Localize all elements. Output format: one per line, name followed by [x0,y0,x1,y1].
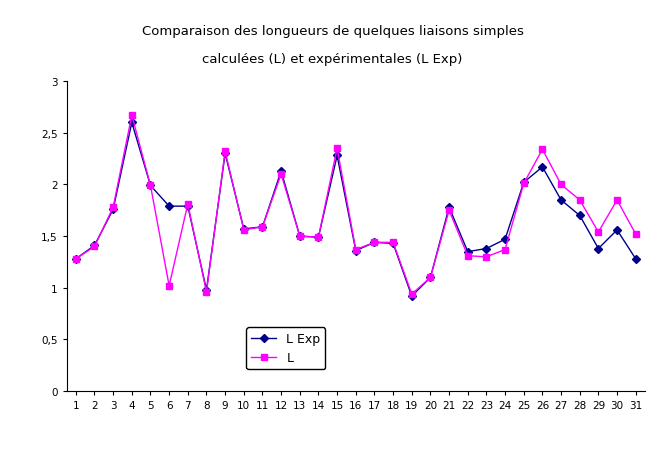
L [333,146,341,152]
L Exp [464,249,471,255]
L Exp [445,205,453,211]
L [520,181,528,187]
L [240,228,248,233]
L Exp [557,198,565,203]
L Exp [595,246,602,252]
L Exp [259,225,267,230]
Text: calculées (L) et expérimentales (L Exp): calculées (L) et expérimentales (L Exp) [202,53,463,66]
L [109,205,117,211]
L Exp [128,121,136,126]
L [259,225,267,230]
L Exp [90,243,98,248]
L [370,240,378,246]
L [613,198,621,203]
L Exp [277,169,285,174]
L Exp [296,234,304,239]
L Exp [501,237,509,243]
L [90,244,98,250]
L Exp [221,152,229,157]
L [632,232,640,237]
Line: L: L [73,113,638,297]
L Exp [482,246,490,252]
L [72,257,80,262]
L [165,283,173,289]
L Exp [520,180,528,186]
L [557,182,565,188]
L [576,198,584,203]
Line: L Exp: L Exp [73,121,638,299]
L [482,254,490,260]
L [595,230,602,235]
L Exp [165,204,173,209]
L Exp [632,257,640,262]
L Exp [315,235,323,240]
L Exp [146,183,154,189]
L [202,289,210,295]
L Exp [576,213,584,219]
L Exp [240,227,248,232]
L [539,147,547,153]
L Exp [333,153,341,159]
L [315,235,323,240]
L [221,149,229,155]
L Exp [352,248,360,254]
L [389,240,397,246]
L [408,292,416,297]
L [128,113,136,119]
L Exp [184,204,192,209]
L [426,275,434,281]
L Exp [109,207,117,212]
L Exp [426,275,434,281]
L [445,208,453,213]
L [184,202,192,207]
L [277,172,285,177]
Text: Comparaison des longueurs de quelques liaisons simples: Comparaison des longueurs de quelques li… [142,25,523,38]
L Exp [389,241,397,247]
L Exp [72,257,80,262]
L [352,247,360,253]
Legend: L Exp, L: L Exp, L [246,328,325,369]
L [296,234,304,239]
L [464,253,471,259]
L Exp [539,165,547,170]
L [146,183,154,189]
L Exp [408,293,416,299]
L [501,247,509,253]
L Exp [202,288,210,293]
L Exp [613,228,621,233]
L Exp [370,240,378,246]
